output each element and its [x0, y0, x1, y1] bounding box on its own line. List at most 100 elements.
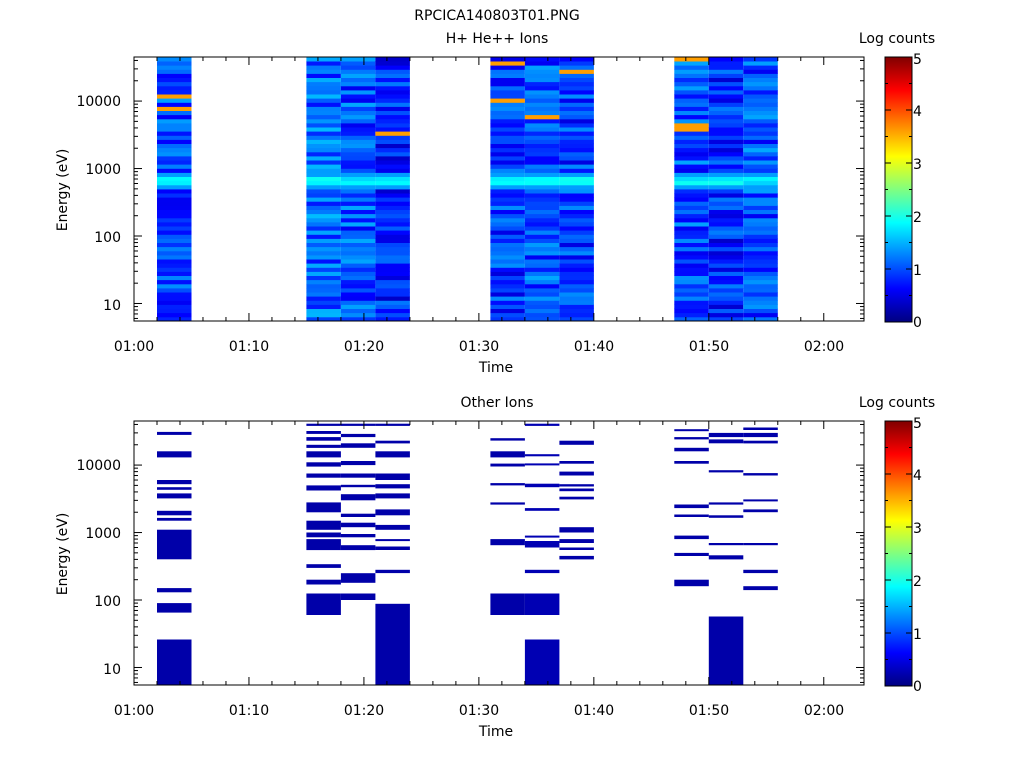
- colorbar-tick-label: 2: [913, 210, 922, 226]
- colorbar-tick-label: 0: [913, 679, 922, 695]
- spectrogram-cell: [674, 176, 709, 182]
- spectrogram-cell: [743, 543, 778, 546]
- spectrogram-cell: [490, 438, 525, 441]
- spectrogram-cell: [708, 300, 744, 305]
- spectrogram-cell: [340, 513, 376, 517]
- spectrogram-cell: [674, 90, 709, 95]
- spectrogram-cell: [743, 127, 778, 132]
- spectrogram-cell: [306, 532, 341, 538]
- spectrogram-cell: [490, 139, 525, 144]
- spectrogram-cell: [340, 164, 376, 169]
- spectrogram-cell: [375, 189, 410, 194]
- spectrogram-cell: [674, 271, 709, 276]
- spectrogram-cell: [559, 217, 594, 223]
- spectrogram-cell: [306, 73, 341, 78]
- spectrogram-cell: [375, 312, 410, 318]
- spectrogram-cell: [306, 246, 341, 252]
- spectrogram-cell: [375, 73, 410, 78]
- spectrogram-cell: [708, 143, 744, 149]
- spectrogram-cell: [306, 201, 341, 206]
- spectrogram-cell: [375, 226, 410, 231]
- spectrogram-cell: [306, 94, 341, 99]
- spectrogram-cell: [708, 259, 744, 264]
- spectrogram-cell: [490, 263, 525, 268]
- spectrogram-cell: [306, 106, 341, 111]
- spectrogram-cell: [340, 139, 376, 144]
- spectrogram-cell: [490, 164, 525, 169]
- spectrogram-cell: [674, 151, 709, 157]
- spectrogram-cell: [340, 180, 376, 186]
- spectrogram-cell: [490, 65, 525, 70]
- spectrogram-cell: [708, 184, 744, 190]
- spectrogram-cell: [490, 180, 525, 186]
- spectrogram-cell: [157, 263, 192, 268]
- spectrogram-cell: [524, 90, 560, 95]
- spectrogram-cell: [490, 94, 525, 99]
- spectrogram-cell: [524, 193, 560, 198]
- spectrogram-cell: [375, 279, 410, 285]
- spectrogram-cell: [524, 118, 560, 124]
- spectrogram-cell: [743, 569, 778, 574]
- spectrogram-cell: [306, 197, 341, 202]
- spectrogram-cell: [743, 440, 778, 444]
- spectrogram-cell: [524, 569, 560, 574]
- spectrogram-cell: [708, 197, 744, 202]
- spectrogram-cell: [708, 238, 744, 243]
- spectrogram-cell: [490, 242, 525, 248]
- spectrogram-cell: [306, 65, 341, 70]
- colorbar-tick-label: 4: [913, 104, 922, 120]
- spectrogram-cell: [375, 209, 410, 215]
- colorbar-ticks: [885, 420, 912, 687]
- spectrogram-cell: [743, 184, 778, 190]
- spectrogram-cell: [375, 473, 410, 480]
- spectrogram-cell: [375, 172, 410, 177]
- spectrogram-cell: [306, 312, 341, 318]
- spectrogram-cell: [306, 539, 341, 551]
- spectrogram-cell: [559, 275, 594, 281]
- spectrogram-cell: [674, 193, 709, 198]
- spectrogram-cell: [340, 534, 376, 538]
- spectrogram-cell: [490, 259, 525, 264]
- spectrogram-cell: [743, 151, 778, 157]
- spectrogram-cell: [524, 246, 560, 252]
- spectrogram-cell: [708, 470, 744, 473]
- spectrogram-cell: [559, 205, 594, 210]
- spectrogram-cell: [157, 176, 192, 182]
- spectrogram-cell: [743, 288, 778, 293]
- spectrogram-cell: [524, 85, 560, 91]
- spectrogram-cell: [490, 250, 525, 256]
- spectrogram-cell: [340, 65, 376, 70]
- colorbar-tick-label: 5: [913, 52, 922, 68]
- spectrogram-cell: [490, 593, 525, 615]
- spectrogram-cell: [375, 493, 410, 499]
- spectrogram-cell: [340, 176, 376, 182]
- spectrogram-cell: [306, 139, 341, 144]
- spectrogram-cell: [524, 423, 560, 426]
- spectrogram-cell: [708, 57, 744, 62]
- spectrogram-cell: [674, 106, 709, 111]
- spectrogram-cell: [375, 451, 410, 458]
- spectrogram-cell: [708, 164, 744, 169]
- spectrogram-cell: [490, 193, 525, 198]
- spectrogram-cell: [490, 205, 525, 210]
- spectrogram-cell: [306, 444, 341, 448]
- spectrogram-cell: [340, 255, 376, 260]
- spectrogram-cell: [559, 250, 594, 256]
- spectrogram-cell: [306, 127, 341, 132]
- spectrogram-cell: [157, 510, 192, 516]
- spectrogram-cell: [375, 94, 410, 99]
- spectrogram-cell: [306, 213, 341, 219]
- spectrogram-cell: [490, 135, 525, 140]
- y-tick-label: 100: [94, 594, 121, 610]
- spectrogram-cell: [490, 118, 525, 124]
- spectrogram-cell: [340, 288, 376, 293]
- spectrogram-cell: [375, 316, 410, 322]
- spectrogram-cell: [559, 246, 594, 252]
- spectrogram-cell: [559, 172, 594, 177]
- spectrogram-cell: [674, 201, 709, 206]
- spectrogram-cell: [743, 139, 778, 144]
- x-axis-label: Time: [478, 724, 513, 740]
- spectrogram-cell: [743, 308, 778, 314]
- spectrogram-cell: [524, 312, 560, 318]
- spectrogram-cell: [559, 222, 594, 227]
